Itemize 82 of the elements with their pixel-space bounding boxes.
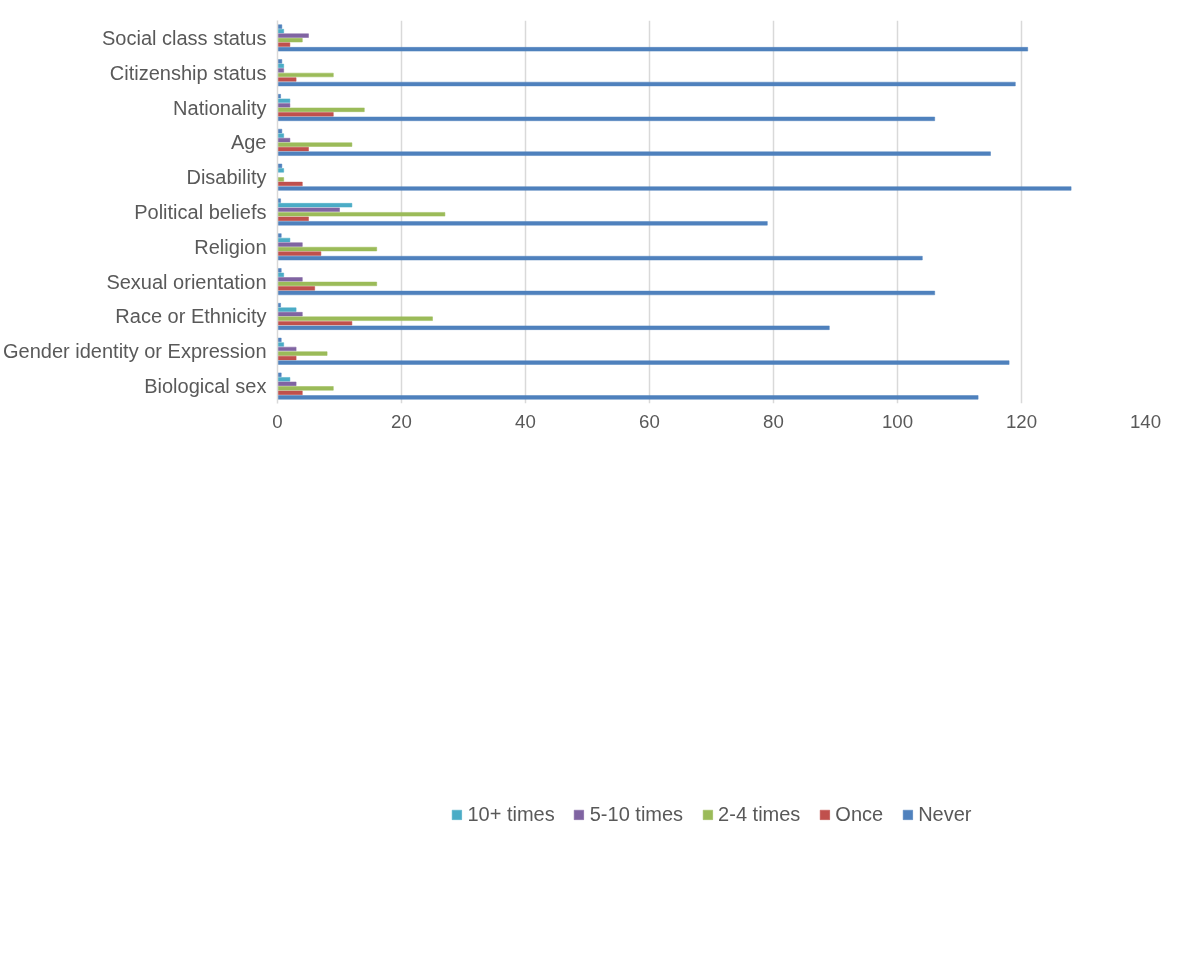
bar <box>277 181 303 187</box>
bar <box>277 355 297 361</box>
bar <box>277 251 322 256</box>
bar <box>277 81 1016 87</box>
bar <box>277 137 291 143</box>
bar <box>277 342 284 347</box>
bar <box>277 77 297 82</box>
bar <box>277 337 282 343</box>
bar <box>277 103 291 108</box>
x-tick-label: 60 <box>639 410 660 432</box>
x-tick-label: 0 <box>272 410 283 432</box>
bar <box>277 207 340 212</box>
bar <box>277 360 1010 365</box>
bar <box>277 395 979 400</box>
bar <box>277 381 297 386</box>
y-tick-label: Social class status <box>101 26 267 49</box>
legend-label: 10+ times <box>467 802 555 826</box>
x-tick-label: 120 <box>1005 410 1038 432</box>
bar <box>277 33 309 38</box>
bar <box>277 168 284 173</box>
bar <box>277 198 281 203</box>
bar <box>277 372 282 377</box>
y-tick-label: Sexual orientation <box>106 270 267 293</box>
x-tick-label: 140 <box>1129 410 1162 432</box>
legend-label: 5-10 times <box>589 802 684 826</box>
y-tick-label: Gender identity or Expression <box>3 340 267 363</box>
bar <box>277 133 284 138</box>
bar <box>277 290 935 296</box>
x-tick-label: 20 <box>391 410 412 432</box>
bar <box>277 38 303 43</box>
y-tick-label: Nationality <box>173 96 267 119</box>
bar <box>277 268 282 273</box>
x-tick-label: 40 <box>515 410 536 432</box>
bar <box>277 186 1072 191</box>
y-tick-label: Religion <box>194 235 267 258</box>
bar <box>277 142 353 147</box>
bar <box>277 212 446 217</box>
bar <box>277 390 303 395</box>
bar <box>277 312 303 317</box>
bar <box>277 147 309 152</box>
y-tick-label: Political beliefs <box>134 201 267 223</box>
bar <box>277 112 334 117</box>
bar <box>277 307 297 312</box>
bar <box>277 163 283 168</box>
bar <box>277 242 303 247</box>
bar <box>277 151 991 156</box>
x-tick-label: 80 <box>763 410 784 432</box>
bar <box>277 256 923 261</box>
bar <box>277 351 328 356</box>
bar <box>277 233 282 238</box>
bar <box>277 281 377 287</box>
bar <box>277 237 291 243</box>
bar <box>277 272 284 277</box>
y-tick-label: Disability <box>186 166 267 189</box>
y-tick-label: Biological sex <box>144 375 267 398</box>
bar <box>277 321 353 326</box>
bar <box>277 42 291 47</box>
y-tick-label: Race or Ethnicity <box>115 305 267 328</box>
bar <box>277 63 284 69</box>
x-tick-label: 100 <box>881 410 914 432</box>
bar <box>277 98 291 103</box>
bar <box>277 107 365 112</box>
bar <box>277 386 334 391</box>
bar <box>277 246 377 252</box>
bar <box>277 277 303 282</box>
y-tick-label: Age <box>230 131 267 154</box>
bar <box>277 24 283 29</box>
bar <box>277 346 297 352</box>
bar <box>277 286 315 291</box>
bar <box>277 325 830 330</box>
bar <box>277 316 433 321</box>
bar <box>277 203 353 208</box>
legend-label: Once <box>835 802 884 826</box>
legend-label: 2-4 times <box>718 802 801 826</box>
bar <box>277 47 1028 52</box>
legend-label: Never <box>918 802 972 826</box>
bar <box>277 221 768 226</box>
bar <box>277 116 935 121</box>
y-tick-label: Citizenship status <box>109 61 267 84</box>
bar <box>277 377 291 382</box>
bar <box>277 72 334 78</box>
bar <box>277 216 309 221</box>
